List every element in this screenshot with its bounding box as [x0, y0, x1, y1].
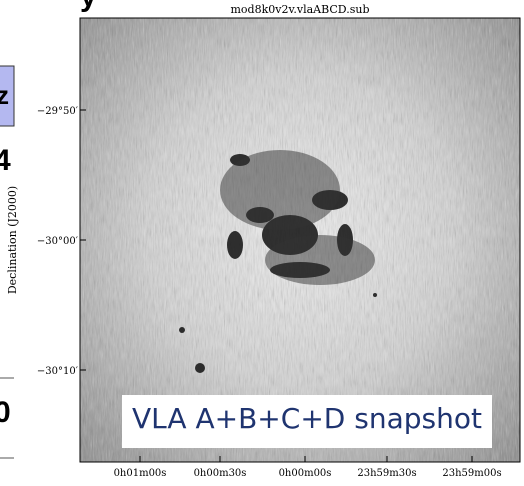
- x-tick-label: 23h59m30s: [357, 468, 416, 479]
- cell-text: 0: [0, 396, 11, 429]
- caption: VLA A+B+C+D snapshot: [132, 402, 482, 435]
- header-text: z: [0, 80, 9, 110]
- x-tick-label: 0h00m30s: [194, 468, 247, 479]
- cell-text: 4: [0, 144, 11, 177]
- title-fragment: y: [80, 0, 97, 13]
- x-tick-label: 0h01m00s: [114, 468, 167, 479]
- x-tick-label: 23h59m00s: [442, 468, 501, 479]
- y-tick-label: −30°10′: [37, 366, 79, 377]
- radio-image: VLA A+B+C+D snapshot: [80, 18, 520, 462]
- y-tick-label: −29°50′: [37, 106, 79, 117]
- image-title: mod8k0v2v.vlaABCD.sub: [230, 3, 369, 16]
- y-axis-label: Declination (J2000): [6, 186, 19, 294]
- page: y z 4 0 mod8k0v2v.vlaABCD.sub VLA A+B+C+…: [0, 0, 524, 486]
- slide: y z 4 0 mod8k0v2v.vlaABCD.sub VLA A+B+C+…: [0, 0, 524, 486]
- y-tick-label: −30°00′: [37, 236, 79, 247]
- x-tick-label: 0h00m00s: [279, 468, 332, 479]
